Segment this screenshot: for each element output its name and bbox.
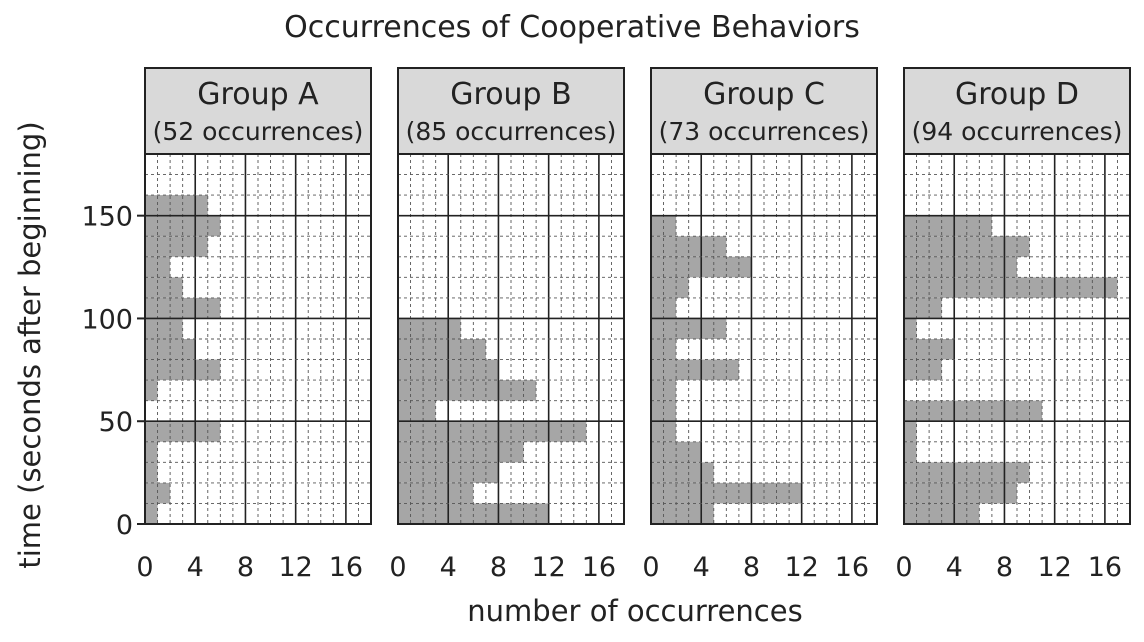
x-tick-label: 0 [136, 552, 153, 583]
bar [145, 380, 158, 401]
bar [398, 318, 461, 339]
bar [398, 339, 486, 360]
bar [145, 297, 221, 319]
bar [904, 421, 917, 442]
plot-frame [650, 153, 878, 525]
x-tick-label: 8 [237, 552, 254, 583]
panel-name: Group B [450, 77, 571, 112]
bar [651, 339, 677, 360]
bar [904, 215, 992, 237]
x-tick-label: 12 [1037, 552, 1071, 583]
y-tick-label: 0 [116, 510, 133, 541]
bar [145, 256, 171, 278]
plot-frame [144, 153, 372, 525]
bar [145, 215, 221, 237]
panel-1: Group A (52 occurrences) 0 4 8 12 16 [136, 67, 372, 583]
bar [398, 482, 474, 504]
x-tick-label: 0 [389, 552, 406, 583]
bar [145, 503, 158, 524]
bar [651, 400, 677, 422]
bar [651, 441, 702, 463]
panel-subtitle: (85 occurrences) [406, 117, 617, 146]
panel-3: Group C (73 occurrences) 0 4 8 12 16 [642, 67, 878, 583]
x-tick-label: 16 [582, 552, 616, 583]
panel-subtitle: (52 occurrences) [153, 117, 364, 146]
bar [651, 297, 677, 319]
bar [145, 277, 183, 298]
bar [904, 359, 942, 381]
x-tick-label: 12 [784, 552, 818, 583]
bar [904, 400, 1043, 422]
x-tick-label: 4 [440, 552, 457, 583]
panel-subtitle: (73 occurrences) [659, 117, 870, 146]
x-tick-label: 8 [743, 552, 760, 583]
panel-header [397, 67, 625, 155]
bar [145, 236, 208, 257]
bar [904, 441, 917, 463]
bar [145, 359, 221, 381]
x-tick-label: 16 [835, 552, 869, 583]
plot-frame [903, 153, 1131, 525]
bar [651, 215, 677, 237]
chart-title: Occurrences of Cooperative Behaviors [284, 10, 860, 45]
bar [904, 482, 1017, 504]
bar [145, 195, 208, 216]
bar [904, 503, 980, 524]
bar [904, 277, 1118, 298]
bar [651, 359, 739, 381]
x-tick-label: 16 [329, 552, 363, 583]
panel-name: Group C [703, 77, 825, 112]
x-tick-label: 4 [187, 552, 204, 583]
bar [651, 503, 714, 524]
x-tick-label: 12 [278, 552, 312, 583]
y-tick-label: 50 [99, 407, 133, 438]
bar [904, 297, 942, 319]
bar [398, 380, 537, 401]
bar [651, 462, 714, 483]
y-tick-label: 150 [81, 202, 133, 233]
panel-header [903, 67, 1131, 155]
y-axis-label: time (seconds after beginning) [13, 121, 47, 568]
panel-header [144, 67, 372, 155]
bar [398, 400, 436, 422]
bar [904, 318, 917, 339]
panel-name: Group D [955, 77, 1079, 112]
x-tick-label: 0 [895, 552, 912, 583]
x-tick-label: 4 [946, 552, 963, 583]
panels-group: Group A (52 occurrences) 0 4 8 12 16 Group B (85… [81, 67, 1131, 583]
plot-frame [397, 153, 625, 525]
bar [651, 277, 689, 298]
panel-name: Group A [197, 77, 319, 112]
bar [145, 441, 158, 463]
x-tick-label: 8 [490, 552, 507, 583]
x-tick-label: 16 [1088, 552, 1122, 583]
x-tick-label: 4 [693, 552, 710, 583]
bar [904, 256, 1017, 278]
bar [145, 482, 171, 504]
panel-4: Group D (94 occurrences) 0 4 8 12 16 [895, 67, 1131, 583]
panel-2: Group B (85 occurrences) 0 4 8 12 16 [389, 67, 625, 583]
bar [398, 421, 587, 442]
bar [398, 441, 524, 463]
bar [145, 318, 183, 339]
y-tick-label: 100 [81, 304, 133, 335]
x-axis-label: number of occurrences [467, 594, 802, 628]
bar [145, 462, 158, 483]
x-tick-label: 0 [642, 552, 659, 583]
x-tick-label: 8 [996, 552, 1013, 583]
x-tick-label: 12 [531, 552, 565, 583]
panel-subtitle: (94 occurrences) [912, 117, 1123, 146]
